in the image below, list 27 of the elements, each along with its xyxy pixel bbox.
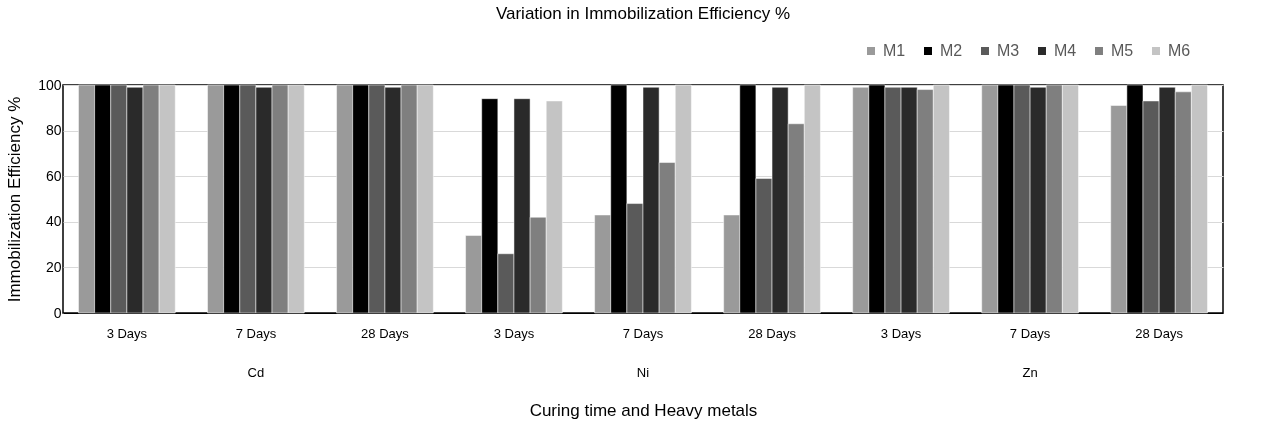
x-tick-label: 28 Days (1135, 325, 1184, 341)
x-axis-title: Curing time and Heavy metals (529, 400, 758, 420)
text: Zn (1022, 365, 1038, 380)
x-tick-label: 28 Days (748, 325, 797, 341)
x-tick-label: 3 Days (106, 325, 148, 341)
x-tick-label: 3 Days (493, 325, 535, 341)
x-tick-label: 7 Days (1009, 325, 1051, 341)
y-tick-label: 60 (45, 167, 62, 184)
text: Ni (636, 365, 650, 380)
text: Cd (247, 365, 265, 380)
y-tick-label: 80 (45, 122, 62, 139)
y-tick-label: 0 (53, 304, 62, 321)
y-tick-label: 100 (38, 76, 62, 93)
y-axis-title: Immobilization Efficiency % (5, 96, 25, 303)
y-tick-label: 20 (45, 258, 62, 275)
x-tick-label: 3 Days (880, 325, 922, 341)
x-tick-label: 7 Days (622, 325, 664, 341)
legend-label: M1 (883, 42, 906, 59)
x-tick-label: 28 Days (361, 325, 410, 341)
chart-title: Variation in Immobilization Efficiency % (495, 4, 791, 23)
legend-label: M4 (1054, 42, 1077, 59)
x-tick-label: 7 Days (235, 325, 277, 341)
y-tick-label: 40 (45, 213, 62, 230)
legend-label: M3 (997, 42, 1020, 59)
legend-label: M6 (1168, 42, 1191, 59)
legend-label: M5 (1111, 42, 1134, 59)
legend-label: M2 (940, 42, 963, 59)
